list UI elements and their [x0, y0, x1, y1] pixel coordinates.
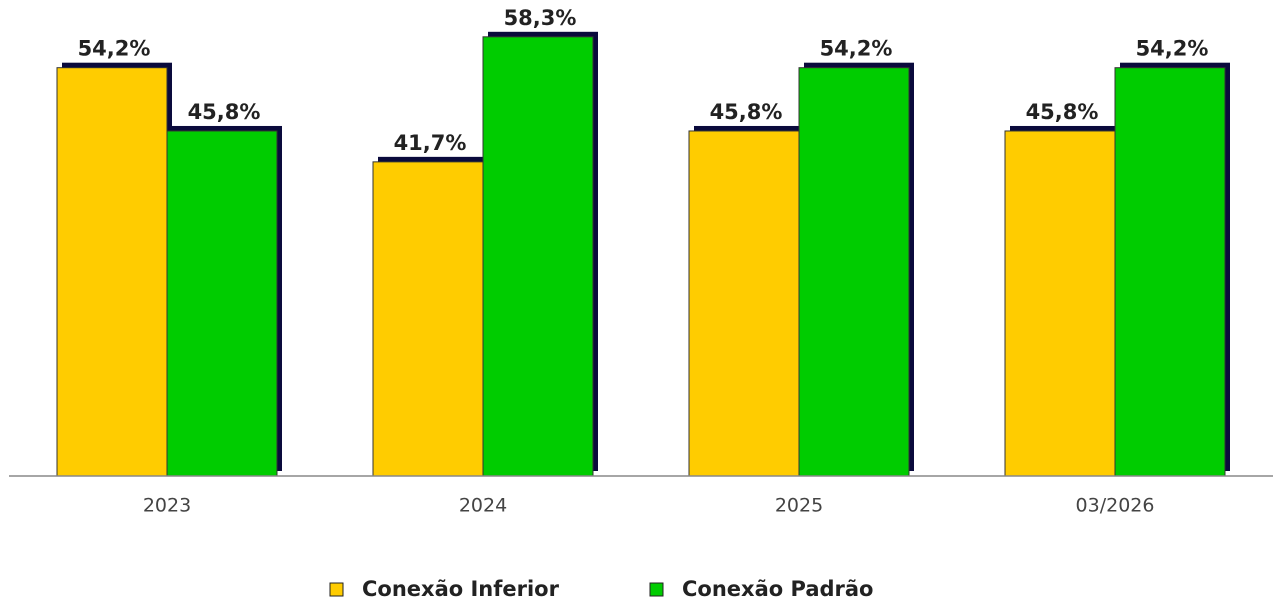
bar [1114, 67, 1226, 477]
legend-label: Conexão Padrão [682, 577, 873, 601]
value-label: 41,7% [394, 131, 467, 155]
bar [372, 161, 484, 477]
bar [482, 36, 594, 477]
value-label: 45,8% [710, 100, 783, 124]
value-label: 45,8% [1026, 100, 1099, 124]
bar [1004, 130, 1116, 477]
value-label: 54,2% [1136, 37, 1209, 61]
bar [688, 130, 800, 477]
legend-label: Conexão Inferior [362, 577, 560, 601]
value-label: 54,2% [78, 37, 151, 61]
bar [166, 130, 278, 477]
value-label: 54,2% [820, 37, 893, 61]
x-tick-label: 03/2026 [1076, 495, 1155, 517]
bar [56, 67, 168, 477]
value-label: 45,8% [188, 100, 261, 124]
x-tick-label: 2024 [459, 495, 507, 517]
legend-swatch [649, 582, 664, 597]
legend-swatch [329, 582, 344, 597]
value-label: 58,3% [504, 6, 577, 30]
x-tick-label: 2025 [775, 495, 823, 517]
bar [798, 67, 910, 477]
x-tick-label: 2023 [143, 495, 191, 517]
